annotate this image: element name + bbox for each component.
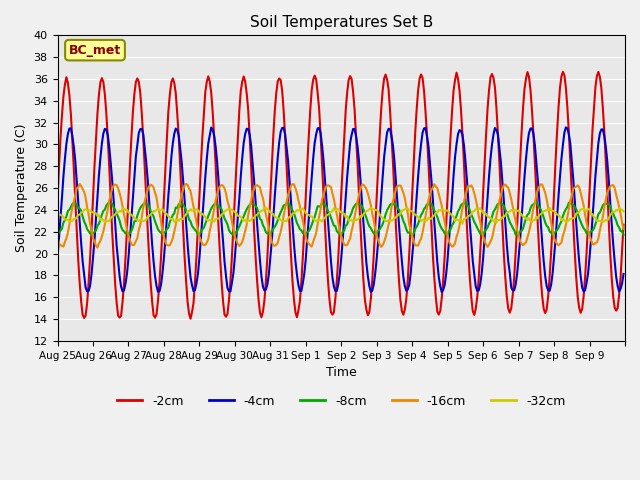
-32cm <box>620 208 627 214</box>
-8cm <box>459 201 467 206</box>
-16cm <box>544 204 552 210</box>
Legend: -2cm, -4cm, -8cm, -16cm, -32cm: -2cm, -4cm, -8cm, -16cm, -32cm <box>112 390 570 413</box>
-4cm <box>543 283 550 289</box>
-8cm <box>91 229 99 235</box>
-32cm <box>618 207 626 213</box>
-4cm <box>562 124 570 130</box>
-2cm <box>73 227 81 232</box>
-16cm <box>618 219 626 225</box>
Line: -16cm: -16cm <box>58 184 623 248</box>
-16cm <box>54 234 61 240</box>
-4cm <box>438 289 445 295</box>
-2cm <box>559 69 567 75</box>
-16cm <box>73 186 81 192</box>
-16cm <box>91 239 99 244</box>
-2cm <box>543 307 550 312</box>
-16cm <box>93 245 101 251</box>
Text: BC_met: BC_met <box>69 44 121 57</box>
-2cm <box>620 222 627 228</box>
X-axis label: Time: Time <box>326 366 356 379</box>
-32cm <box>544 207 552 213</box>
-32cm <box>459 221 467 227</box>
-4cm <box>54 254 61 260</box>
-2cm <box>187 316 195 322</box>
-8cm <box>461 199 469 204</box>
-2cm <box>459 131 467 137</box>
-32cm <box>91 210 99 216</box>
-32cm <box>346 218 354 224</box>
-8cm <box>54 232 61 238</box>
-4cm <box>73 178 81 184</box>
-32cm <box>54 208 61 214</box>
-16cm <box>182 181 190 187</box>
-4cm <box>618 281 626 287</box>
-32cm <box>460 216 468 222</box>
-8cm <box>73 202 81 208</box>
-4cm <box>345 157 353 163</box>
-8cm <box>620 232 627 238</box>
Title: Soil Temperatures Set B: Soil Temperatures Set B <box>250 15 433 30</box>
Line: -4cm: -4cm <box>58 127 623 292</box>
-8cm <box>618 228 626 234</box>
-8cm <box>408 232 416 238</box>
-2cm <box>346 73 354 79</box>
Line: -32cm: -32cm <box>58 208 623 224</box>
-4cm <box>620 271 627 277</box>
-32cm <box>73 215 81 220</box>
Line: -2cm: -2cm <box>58 72 623 319</box>
-32cm <box>262 205 269 211</box>
Y-axis label: Soil Temperature (C): Soil Temperature (C) <box>15 124 28 252</box>
-8cm <box>544 224 552 230</box>
-8cm <box>345 216 353 221</box>
-2cm <box>618 249 626 255</box>
-16cm <box>348 228 355 234</box>
-2cm <box>91 164 99 169</box>
-4cm <box>91 238 99 243</box>
-16cm <box>460 199 468 205</box>
Line: -8cm: -8cm <box>58 202 623 235</box>
-2cm <box>54 197 61 203</box>
-16cm <box>620 226 627 232</box>
-4cm <box>459 132 467 138</box>
